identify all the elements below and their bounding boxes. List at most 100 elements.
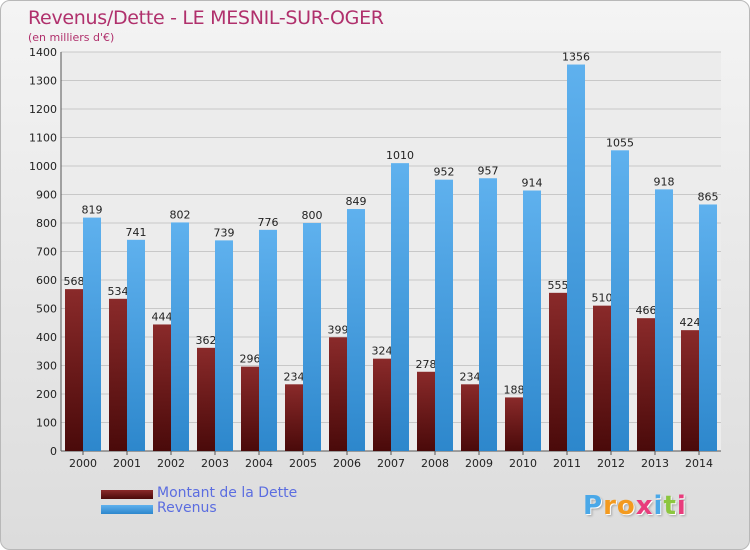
y-tick-label: 500 [36, 303, 57, 316]
data-label-revenus: 849 [346, 195, 367, 208]
bar-dette [109, 298, 127, 451]
data-label-dette: 534 [108, 285, 129, 298]
x-tick-label: 2002 [157, 457, 185, 470]
y-tick-label: 100 [36, 417, 57, 430]
bar-dette [65, 289, 83, 451]
data-label-dette: 188 [504, 383, 525, 396]
x-tick-label: 2013 [641, 457, 669, 470]
legend-label-revenus: Revenus [157, 500, 217, 516]
logo-letter: P [583, 491, 604, 521]
logo-letter: r [603, 491, 617, 521]
data-label-revenus: 914 [522, 177, 543, 190]
y-tick-label: 1300 [29, 75, 57, 88]
bar-revenus [171, 222, 189, 451]
data-label-revenus: 802 [170, 208, 191, 221]
data-label-dette: 278 [416, 358, 437, 371]
x-tick-label: 2005 [289, 457, 317, 470]
data-label-dette: 234 [460, 370, 481, 383]
y-tick-label: 600 [36, 274, 57, 287]
bar-revenus [347, 209, 365, 451]
bar-dette [681, 330, 699, 451]
data-label-dette: 424 [680, 316, 701, 329]
bar-revenus [215, 240, 233, 451]
data-label-revenus: 1356 [562, 51, 590, 64]
legend-swatch-dette [101, 490, 153, 499]
x-tick-label: 2008 [421, 457, 449, 470]
logo-letter: i [676, 491, 687, 521]
logo-letter: i [653, 491, 664, 521]
data-label-revenus: 865 [698, 190, 719, 203]
data-label-revenus: 741 [126, 226, 147, 239]
data-label-dette: 444 [152, 310, 173, 323]
y-tick-label: 300 [36, 360, 57, 373]
bar-revenus [435, 179, 453, 451]
x-tick-label: 2007 [377, 457, 405, 470]
x-tick-label: 2012 [597, 457, 625, 470]
bar-dette [373, 358, 391, 451]
data-label-revenus: 952 [434, 166, 455, 179]
data-label-dette: 466 [636, 304, 657, 317]
x-tick-label: 2014 [685, 457, 713, 470]
bar-revenus [699, 204, 717, 451]
chart-title: Revenus/Dette - LE MESNIL-SUR-OGER [28, 7, 384, 29]
data-label-dette: 510 [592, 292, 613, 305]
logo-letter: o [616, 491, 636, 521]
data-label-revenus: 800 [302, 209, 323, 222]
y-tick-label: 1400 [29, 46, 57, 59]
data-label-dette: 362 [196, 334, 217, 347]
x-tick-label: 2004 [245, 457, 273, 470]
bar-revenus [611, 150, 629, 451]
legend-label-dette: Montant de la Dette [157, 485, 298, 501]
bar-dette [329, 337, 347, 451]
data-label-revenus: 776 [258, 216, 279, 229]
y-tick-label: 400 [36, 331, 57, 344]
x-tick-label: 2001 [113, 457, 141, 470]
x-tick-label: 2010 [509, 457, 537, 470]
data-label-dette: 296 [240, 353, 261, 366]
bar-dette [285, 384, 303, 451]
bar-dette [505, 397, 523, 451]
data-label-revenus: 1055 [606, 136, 634, 149]
bar-dette [593, 305, 611, 451]
chart-subtitle: (en milliers d'€) [28, 31, 115, 44]
logo-letter: t [663, 491, 677, 521]
bar-revenus [479, 178, 497, 451]
bar-revenus [567, 64, 585, 451]
bar-revenus [259, 229, 277, 451]
data-label-dette: 399 [328, 323, 349, 336]
data-label-dette: 568 [64, 275, 85, 288]
x-tick-label: 2011 [553, 457, 581, 470]
x-tick-label: 2000 [69, 457, 97, 470]
proxiti-logo: Proxiti [583, 491, 687, 521]
y-tick-label: 200 [36, 388, 57, 401]
bar-revenus [303, 223, 321, 451]
bar-revenus [391, 163, 409, 451]
x-tick-label: 2003 [201, 457, 229, 470]
y-tick-label: 1200 [29, 103, 57, 116]
y-tick-label: 1000 [29, 160, 57, 173]
bar-revenus [127, 239, 145, 451]
bar-dette [637, 318, 655, 451]
data-label-revenus: 1010 [386, 149, 414, 162]
data-label-revenus: 957 [478, 164, 499, 177]
bar-dette [461, 384, 479, 451]
bar-revenus [523, 190, 541, 451]
y-tick-label: 0 [50, 445, 57, 458]
data-label-dette: 234 [284, 370, 305, 383]
x-tick-label: 2009 [465, 457, 493, 470]
bar-dette [241, 366, 259, 451]
data-label-dette: 555 [548, 279, 569, 292]
bar-dette [417, 371, 435, 451]
logo-letter: x [635, 491, 654, 521]
bar-revenus [655, 189, 673, 451]
data-label-revenus: 739 [214, 226, 235, 239]
y-tick-label: 900 [36, 189, 57, 202]
data-label-revenus: 918 [654, 175, 675, 188]
bar-dette [153, 324, 171, 451]
data-label-revenus: 819 [82, 204, 103, 217]
data-label-dette: 324 [372, 345, 393, 358]
bar-revenus [83, 217, 101, 451]
y-tick-label: 1100 [29, 132, 57, 145]
